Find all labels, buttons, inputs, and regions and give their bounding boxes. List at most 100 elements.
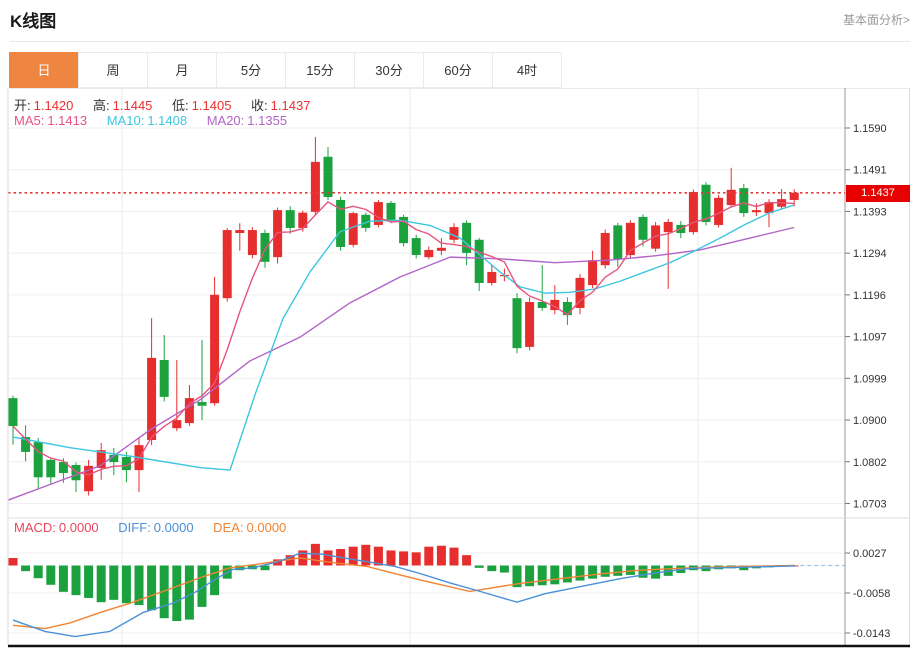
candle[interactable] [58,458,68,483]
candle[interactable] [726,167,736,208]
candle[interactable] [121,451,131,483]
macd-bar[interactable] [71,565,81,596]
fundamental-analysis-link[interactable]: 基本面分析> [842,13,910,27]
candle[interactable] [625,220,635,258]
candle[interactable] [399,214,409,247]
candle[interactable] [688,189,698,235]
candle[interactable] [348,211,358,248]
macd-bar[interactable] [525,565,535,587]
macd-bar[interactable] [537,565,547,586]
candle[interactable] [739,183,749,217]
candle[interactable] [33,437,43,490]
macd-bar[interactable] [562,565,572,583]
candle[interactable] [512,293,522,354]
macd-bar[interactable] [159,565,169,619]
macd-bar[interactable] [46,565,56,585]
macd-bar[interactable] [96,565,106,603]
candle[interactable] [8,395,18,445]
macd-bar[interactable] [386,550,396,566]
tab-60min[interactable]: 60分 [423,52,493,88]
candle[interactable] [474,238,484,292]
macd-bar[interactable] [550,565,560,585]
macd-bar[interactable] [285,555,295,566]
tab-day[interactable]: 日 [9,52,79,88]
candle[interactable] [789,189,799,207]
candle[interactable] [109,448,119,476]
candle[interactable] [71,462,81,493]
candle[interactable] [273,207,283,264]
candle[interactable] [600,229,610,269]
macd-bar[interactable] [58,565,68,592]
candle[interactable] [172,360,182,432]
macd-bar[interactable] [361,544,371,566]
candle[interactable] [323,147,333,200]
candle[interactable] [84,459,94,496]
macd-bar[interactable] [462,555,472,566]
candle[interactable] [386,200,396,224]
macd-bar[interactable] [147,565,157,611]
macd-bar[interactable] [8,557,18,566]
macd-bar[interactable] [600,565,610,577]
macd-bar[interactable] [575,565,585,581]
macd-bar[interactable] [184,565,194,620]
candle[interactable] [751,203,761,217]
candle[interactable] [197,340,207,421]
macd-bar[interactable] [424,546,434,566]
macd-bar[interactable] [134,565,144,606]
candle[interactable] [285,206,295,234]
macd-bar[interactable] [588,565,598,579]
tab-15min[interactable]: 15分 [285,52,355,88]
candle[interactable] [550,285,560,315]
macd-bar[interactable] [348,546,358,566]
candle[interactable] [537,265,547,311]
candle[interactable] [575,274,585,315]
macd-bar[interactable] [625,565,635,575]
candle[interactable] [449,223,459,244]
macd-bar[interactable] [512,565,522,588]
macd-bar[interactable] [172,565,182,622]
candle[interactable] [147,318,157,446]
macd-bar[interactable] [613,565,623,576]
candle[interactable] [424,246,434,260]
candle[interactable] [525,297,535,351]
macd-bar[interactable] [474,565,484,568]
candle[interactable] [210,277,220,406]
macd-bar[interactable] [399,551,409,566]
macd-bar[interactable] [33,565,43,579]
candle[interactable] [373,199,383,228]
macd-bar[interactable] [373,546,383,566]
macd-bar[interactable] [235,565,245,571]
candle[interactable] [96,443,106,480]
macd-bar[interactable] [260,565,270,571]
macd-bar[interactable] [499,565,509,573]
candle[interactable] [222,227,232,302]
macd-bar[interactable] [21,565,31,572]
candle[interactable] [247,227,257,259]
macd-bar[interactable] [651,565,661,579]
candle[interactable] [310,136,320,215]
macd-bar[interactable] [323,550,333,566]
candle[interactable] [235,223,245,251]
macd-bar[interactable] [436,545,446,566]
candle[interactable] [714,194,724,228]
macd-bar[interactable] [411,552,421,566]
macd-bar[interactable] [449,547,459,566]
candle[interactable] [562,297,572,325]
candle[interactable] [411,234,421,259]
tab-month[interactable]: 月 [147,52,217,88]
tab-30min[interactable]: 30分 [354,52,424,88]
candle[interactable] [336,196,346,251]
candle[interactable] [46,457,56,485]
macd-bar[interactable] [310,543,320,566]
candle[interactable] [134,437,144,493]
candle[interactable] [638,214,648,247]
tab-4hour[interactable]: 4时 [492,52,562,88]
candle[interactable] [21,425,31,462]
macd-bar[interactable] [638,565,648,578]
macd-bar[interactable] [84,565,94,598]
tab-5min[interactable]: 5分 [216,52,286,88]
candle[interactable] [487,265,497,286]
candle[interactable] [159,335,169,402]
macd-bar[interactable] [487,565,497,572]
